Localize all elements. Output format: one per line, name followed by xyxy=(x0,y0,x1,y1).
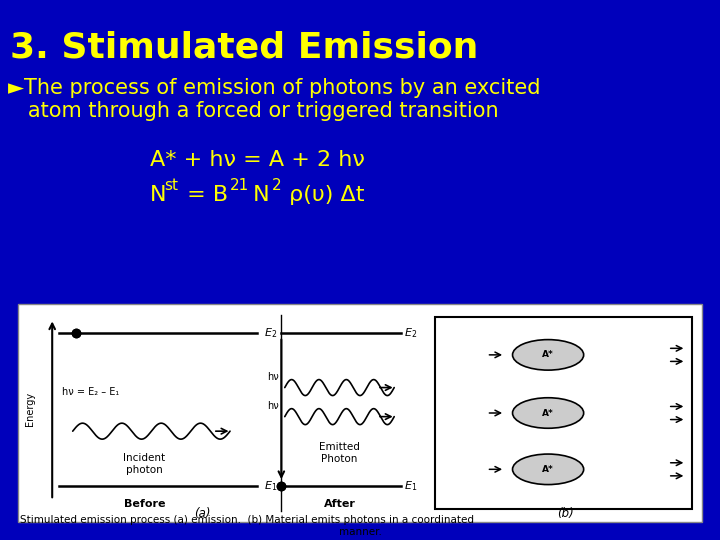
Text: st: st xyxy=(164,178,178,193)
Text: A* + hν = A + 2 hν: A* + hν = A + 2 hν xyxy=(150,150,365,170)
Text: hν: hν xyxy=(268,372,279,382)
Ellipse shape xyxy=(513,454,584,484)
Text: Energy: Energy xyxy=(25,392,35,427)
Text: (b): (b) xyxy=(557,507,574,520)
Text: Stimulated emission process (a) emission.  (b) Material emits photons in a coord: Stimulated emission process (a) emission… xyxy=(20,515,474,525)
Text: $E_1$: $E_1$ xyxy=(264,479,277,492)
Text: Emitted
Photon: Emitted Photon xyxy=(319,442,360,464)
Text: ρ(υ) Δt: ρ(υ) Δt xyxy=(282,185,364,205)
Text: N: N xyxy=(246,185,269,205)
Text: 2: 2 xyxy=(272,178,282,193)
Text: $E_2$: $E_2$ xyxy=(405,326,418,340)
Bar xyxy=(435,317,692,509)
Text: hν = E₂ – E₁: hν = E₂ – E₁ xyxy=(63,387,120,397)
Text: 3. Stimulated Emission: 3. Stimulated Emission xyxy=(10,30,478,64)
Text: $E_1$: $E_1$ xyxy=(405,479,418,492)
Text: A*: A* xyxy=(542,465,554,474)
Text: $E_2$: $E_2$ xyxy=(264,326,277,340)
Text: manner.: manner. xyxy=(338,527,382,537)
Text: Incident
photon: Incident photon xyxy=(123,453,166,475)
Text: 21: 21 xyxy=(230,178,249,193)
Ellipse shape xyxy=(513,398,584,428)
Text: A*: A* xyxy=(542,350,554,359)
Text: = B: = B xyxy=(180,185,228,205)
Text: Before: Before xyxy=(124,500,166,509)
Text: N: N xyxy=(150,185,166,205)
Text: After: After xyxy=(323,500,356,509)
Text: (a): (a) xyxy=(194,507,211,520)
Text: hν: hν xyxy=(268,401,279,411)
Text: A*: A* xyxy=(542,408,554,417)
Bar xyxy=(18,304,702,522)
Text: ►The process of emission of photons by an excited
   atom through a forced or tr: ►The process of emission of photons by a… xyxy=(8,78,541,121)
Ellipse shape xyxy=(513,340,584,370)
